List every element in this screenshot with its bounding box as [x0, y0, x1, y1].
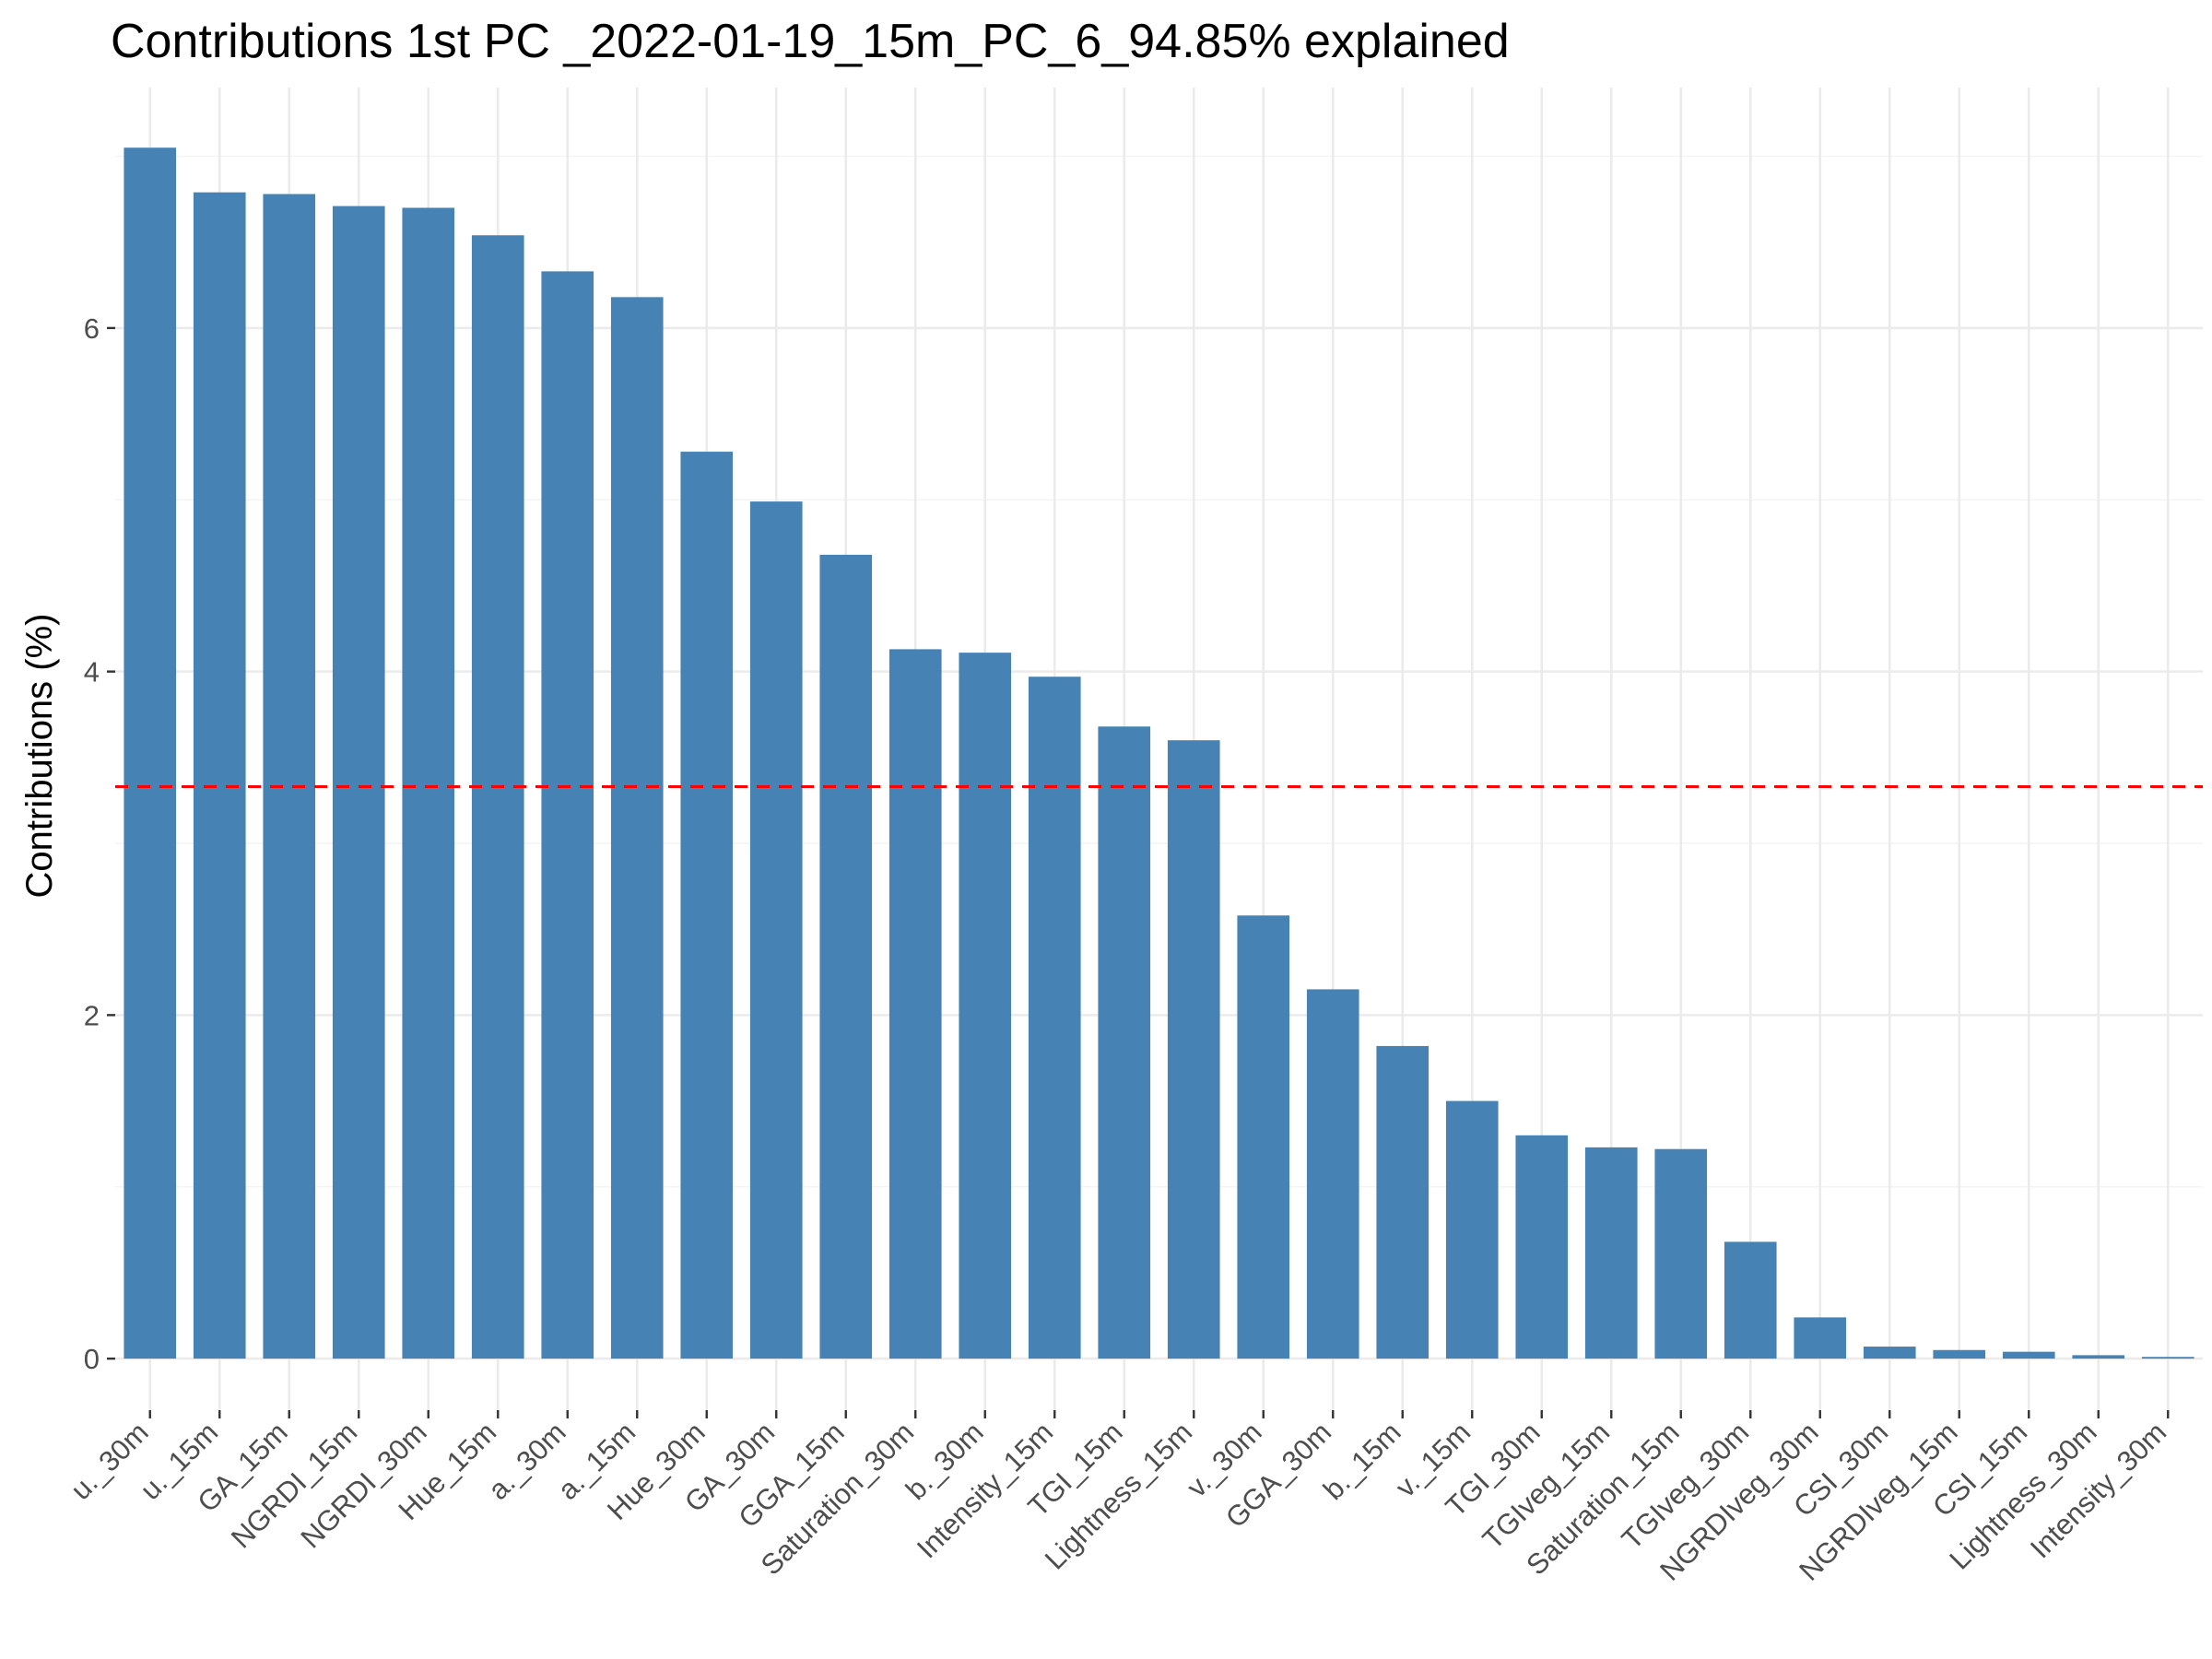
y-tick-label: 2 — [84, 999, 100, 1031]
x-tick-label: a._30m — [482, 1416, 572, 1506]
bar — [610, 297, 664, 1359]
bar — [2072, 1355, 2125, 1359]
y-tick-label: 0 — [84, 1343, 100, 1375]
bar — [1863, 1347, 1916, 1359]
y-axis-title: Contributions (%) — [19, 613, 60, 898]
bar — [471, 235, 524, 1359]
bar — [1654, 1148, 1708, 1359]
bar — [680, 452, 734, 1359]
bar — [2002, 1351, 2055, 1359]
x-axis-ticks: u._30mu._15mGA_15mNGRDI_15mNGRDI_30mHue_… — [65, 1410, 2172, 1587]
bar — [1167, 740, 1220, 1359]
bar — [124, 147, 177, 1359]
bar — [1445, 1100, 1499, 1359]
bar — [1933, 1349, 1986, 1359]
bar — [541, 271, 594, 1359]
bar — [193, 192, 246, 1359]
bar — [402, 207, 455, 1359]
bar — [1515, 1135, 1569, 1359]
bar — [1794, 1317, 1847, 1359]
bar — [263, 194, 316, 1359]
bar — [332, 206, 385, 1359]
bar — [1584, 1147, 1638, 1359]
bar — [819, 554, 873, 1359]
bar — [1098, 726, 1151, 1359]
bar — [1306, 989, 1359, 1359]
bar — [888, 649, 942, 1359]
y-tick-label: 6 — [84, 312, 100, 345]
x-tick-label: u._30m — [65, 1416, 155, 1506]
bar — [1028, 677, 1081, 1359]
bar — [1724, 1241, 1777, 1359]
chart-title: Contributions 1st PC _2022-01-19_15m_PC_… — [111, 15, 1510, 68]
y-axis-ticks: 0 2 4 6 — [84, 312, 115, 1375]
bar — [2141, 1357, 2194, 1359]
bar — [1376, 1045, 1430, 1359]
bar — [1237, 915, 1290, 1359]
bar — [959, 653, 1012, 1359]
bars-layer — [124, 147, 2194, 1359]
x-tick-label: b._15m — [1317, 1416, 1407, 1506]
y-tick-label: 4 — [84, 656, 100, 688]
bar — [749, 501, 803, 1359]
